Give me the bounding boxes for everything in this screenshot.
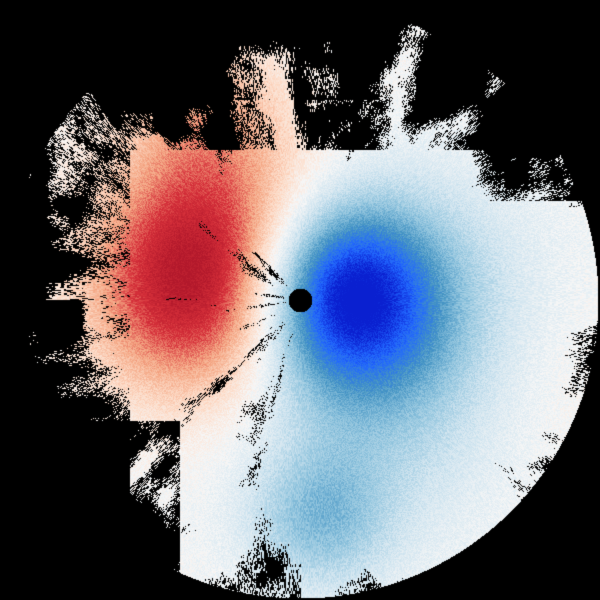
radar-image (0, 0, 600, 600)
radar-velocity-canvas (0, 0, 600, 600)
